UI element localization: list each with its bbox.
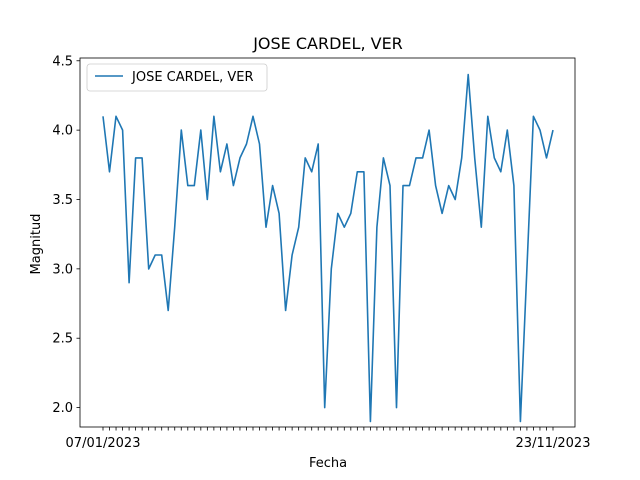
y-tick-label: 4.5 xyxy=(52,54,73,69)
y-tick-label: 3.5 xyxy=(52,193,73,208)
series-group xyxy=(102,73,554,423)
x-tick-label-last: 23/11/2023 xyxy=(516,436,591,451)
y-axis-label: Magnitud xyxy=(29,214,44,275)
legend-entry-label: JOSE CARDEL, VER xyxy=(131,70,254,85)
legend: JOSE CARDEL, VER xyxy=(86,63,268,92)
y-tick-label: 2.0 xyxy=(52,401,73,416)
plot-frame xyxy=(79,57,576,428)
legend-box xyxy=(86,63,268,92)
x-tick-label-first: 07/01/2023 xyxy=(66,436,141,451)
x-axis-ticks: 07/01/2023 23/11/2023 xyxy=(66,427,591,451)
y-tick-label: 2.5 xyxy=(52,332,73,347)
chart-title: JOSE CARDEL, VER xyxy=(252,34,403,53)
y-tick-label: 3.0 xyxy=(52,262,73,277)
y-axis-ticks: 2.0 2.5 3.0 3.5 4.0 4.5 xyxy=(52,54,80,416)
series-line-jose-cardel xyxy=(102,73,554,423)
y-tick-label: 4.0 xyxy=(52,124,73,139)
x-axis-label: Fecha xyxy=(309,456,347,471)
